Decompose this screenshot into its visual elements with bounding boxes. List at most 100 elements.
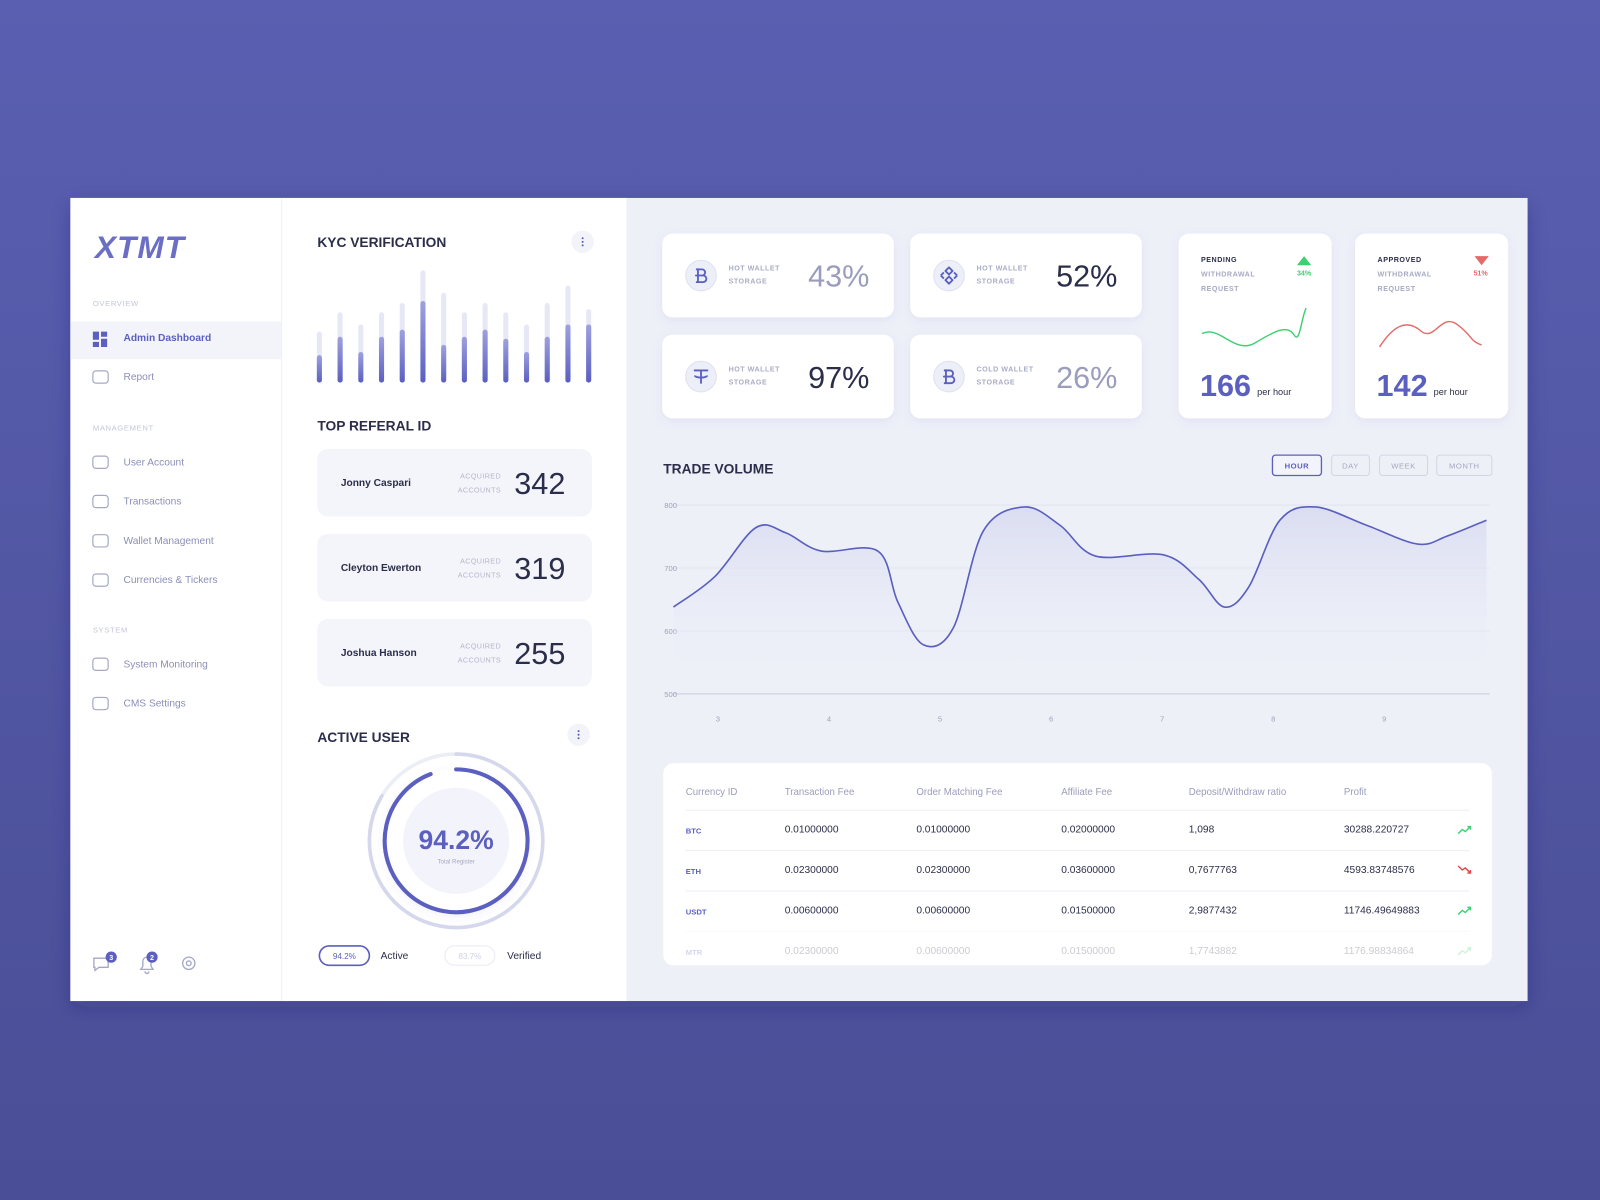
card-bg (317, 448, 592, 517)
nav-item[interactable]: CMS Settings (92, 696, 186, 711)
currency-id: BTC (686, 827, 702, 836)
table-row[interactable]: USDT 0.00600000 0.00600000 0.01500000 2,9877… (686, 890, 1472, 916)
tab-label: HOUR (1285, 461, 1310, 470)
wallet-card[interactable]: HOT WALLET STORAGE 52% (910, 233, 1142, 318)
settings-icon[interactable] (181, 956, 196, 971)
trend-arrow (1296, 256, 1312, 266)
nav-icon (92, 494, 109, 509)
nav-section-label: SYSTEM (93, 626, 128, 635)
request-change: 51% (1473, 270, 1488, 278)
nav-item-label: Wallet Management (123, 536, 213, 547)
period-tab[interactable]: HOUR (1271, 454, 1323, 477)
nav-item-label: CMS Settings (123, 699, 185, 710)
referral-card[interactable]: Jonny Caspari ACQUIRED ACCOUNTS 342 (317, 448, 592, 517)
request-value: 166 (1200, 369, 1251, 403)
sidebar (70, 197, 282, 1002)
referral-name: Jonny Caspari (341, 478, 411, 489)
referral-label: ACCOUNTS (458, 486, 501, 494)
x-tick-label: 3 (716, 714, 720, 723)
table-cell: 0.03600000 (1061, 865, 1115, 876)
wallet-label: HOT WALLET (729, 264, 781, 272)
line-area (673, 506, 1487, 694)
nav-item[interactable]: Report (92, 370, 154, 384)
referral-value: 342 (514, 467, 565, 501)
logo[interactable]: XTMT (93, 229, 187, 265)
card-bg (662, 233, 894, 318)
bar-filled (378, 336, 385, 383)
request-value: 142 (1377, 369, 1428, 403)
request-unit: per hour (1257, 387, 1291, 397)
nav-item-label: Admin Dashboard (123, 333, 211, 344)
nav-item[interactable]: Transactions (92, 494, 182, 509)
coin-icon (942, 369, 956, 385)
table-body: BTC 0.01000000 0.01000000 0.02000000 1,098 30… (686, 809, 1472, 957)
section-title: KYC VERIFICATION (317, 235, 446, 250)
coin-icon (940, 266, 958, 285)
nav-item[interactable]: Admin Dashboard (70, 321, 282, 360)
wallet-card[interactable]: COLD WALLET STORAGE 26% (910, 334, 1142, 419)
bar-filled (565, 324, 571, 383)
card-bg (662, 334, 894, 419)
nav-item[interactable]: Wallet Management (92, 534, 214, 548)
legend-name: Verified (507, 951, 541, 962)
request-card[interactable]: APPROVED WITHDRAWAL REQUEST 51% 142 per hour (1355, 233, 1509, 419)
table-cell: 30288.220727 (1344, 825, 1409, 836)
period-tab[interactable]: DAY (1331, 454, 1370, 477)
nav-item[interactable]: System Monitoring (92, 657, 208, 672)
bar-filled (461, 336, 467, 383)
bar-filled (316, 355, 322, 383)
wallet-value: 26% (1056, 361, 1117, 395)
referral-card[interactable]: Joshua Hanson ACQUIRED ACCOUNTS 255 (317, 618, 592, 687)
wallet-value: 97% (808, 361, 869, 395)
donut-center-value: 94.2% (419, 825, 494, 855)
referral-card[interactable]: Cleyton Ewerton ACQUIRED ACCOUNTS 319 (317, 533, 592, 602)
table-cell: 0.02300000 (916, 865, 970, 876)
wallet-card[interactable]: HOT WALLET STORAGE 43% (662, 233, 894, 318)
legend-item[interactable]: 83.7% Verified (444, 945, 542, 966)
trend-icon (1457, 947, 1472, 956)
wallet-card[interactable]: HOT WALLET STORAGE 97% (662, 334, 894, 419)
nav-icon (92, 534, 109, 548)
referral-name: Cleyton Ewerton (341, 563, 421, 574)
table-cell: 2,9877432 (1189, 905, 1237, 916)
period-tab[interactable]: WEEK (1379, 454, 1429, 477)
tab-bg (1379, 454, 1429, 477)
x-tick-label: 4 (827, 714, 832, 723)
referral-value: 255 (514, 637, 565, 671)
trend-icon (1457, 825, 1472, 835)
donut-center (403, 787, 510, 894)
request-change: 34% (1297, 270, 1312, 278)
menu-dots (577, 730, 580, 740)
wallet-label: STORAGE (977, 379, 1016, 387)
request-title: WITHDRAWAL (1201, 271, 1255, 279)
table-cell: 1,7743882 (1189, 946, 1237, 957)
referral-label: ACQUIRED (460, 558, 501, 566)
y-tick-label: 800 (664, 501, 677, 510)
nav-item[interactable]: User Account (92, 455, 184, 469)
nav-item[interactable]: Currencies & Tickers (92, 573, 218, 587)
table-cell: 0.00600000 (916, 946, 970, 957)
menu-dots (581, 237, 584, 247)
table-row[interactable]: MTR 0.02300000 0.00600000 0.01500000 1,77438… (686, 930, 1472, 957)
coin-icon (693, 369, 709, 384)
request-card[interactable]: PENDING WITHDRAWAL REQUEST 34% 166 per hour (1178, 233, 1332, 419)
bar-filled (482, 329, 488, 383)
table-cell: 0.01000000 (785, 825, 839, 836)
nav-item-label: User Account (123, 457, 184, 468)
table-row[interactable]: BTC 0.01000000 0.01000000 0.02000000 1,098 30… (686, 809, 1472, 836)
nav-icon (92, 455, 109, 469)
legend-item[interactable]: 94.2% Active (318, 945, 409, 967)
table-row[interactable]: ETH 0.02300000 0.02300000 0.03600000 0,76777… (686, 850, 1472, 876)
nav-icon (92, 331, 108, 347)
section-title: TRADE VOLUME (663, 461, 773, 476)
wallet-label: STORAGE (729, 379, 768, 387)
sparkline (1378, 321, 1482, 348)
table-header: Order Matching Fee (916, 787, 1002, 798)
table-header: Currency ID (686, 787, 738, 798)
referral-label: ACQUIRED (460, 643, 501, 651)
period-tab[interactable]: MONTH (1436, 454, 1493, 477)
card-bg (317, 618, 592, 687)
coin-icon-bg (933, 259, 965, 292)
